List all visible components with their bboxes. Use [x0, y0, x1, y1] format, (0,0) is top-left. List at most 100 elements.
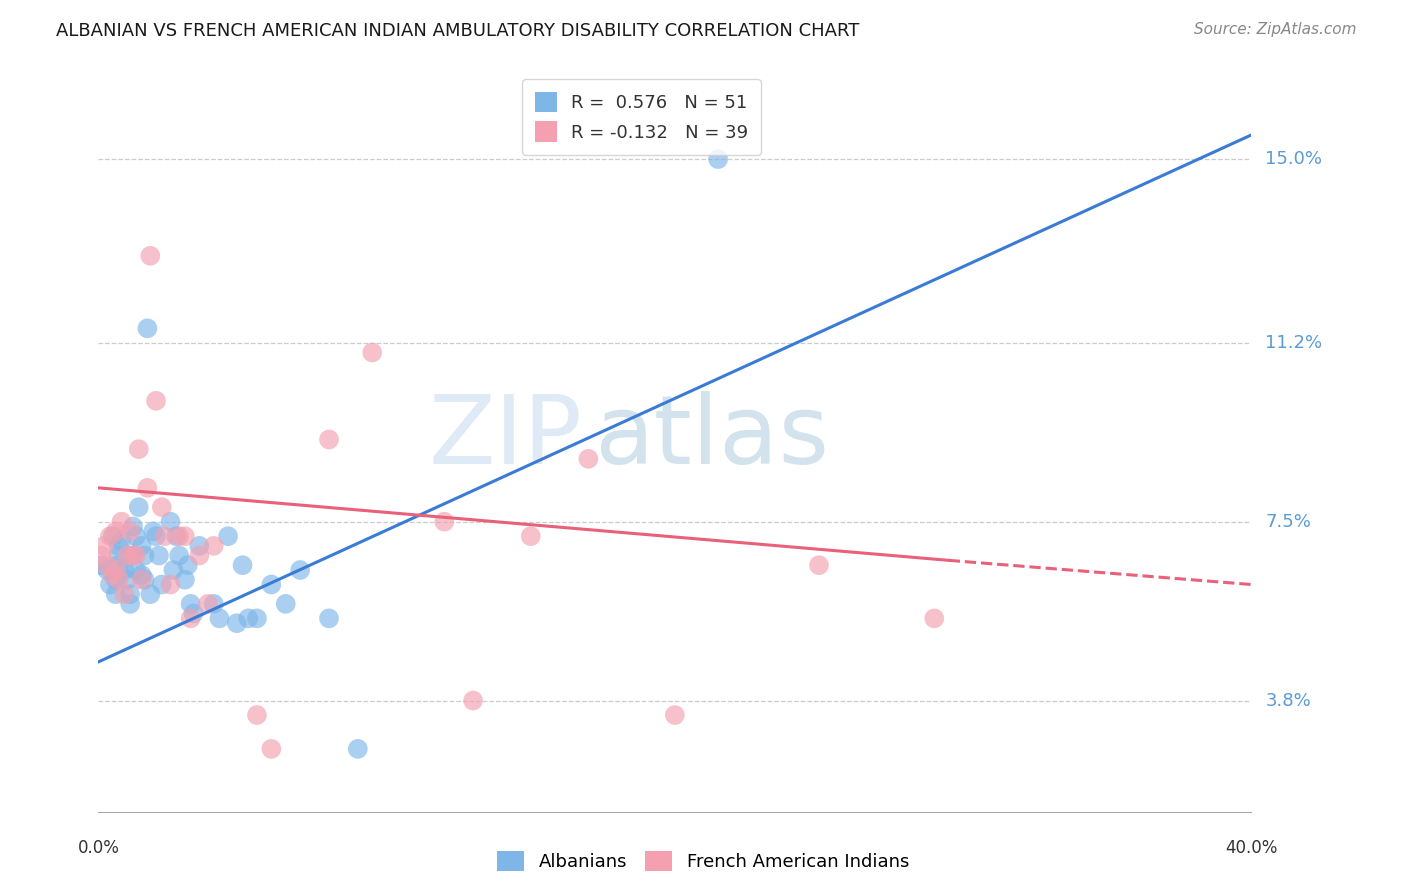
- Point: [231, 558, 254, 573]
- Point: [202, 539, 225, 553]
- Point: [260, 742, 283, 756]
- Point: [128, 500, 150, 515]
- Point: [134, 573, 156, 587]
- Point: [120, 597, 142, 611]
- Text: 40.0%: 40.0%: [1225, 839, 1278, 857]
- Point: [318, 433, 340, 447]
- Point: [165, 529, 187, 543]
- Point: [128, 442, 150, 457]
- Point: [122, 549, 145, 563]
- Point: [290, 563, 312, 577]
- Point: [145, 393, 167, 408]
- Point: [134, 549, 156, 563]
- Point: [361, 345, 384, 359]
- Point: [139, 249, 162, 263]
- Point: [110, 534, 132, 549]
- Point: [520, 529, 543, 543]
- Point: [707, 152, 730, 166]
- Point: [202, 597, 225, 611]
- Text: ZIP: ZIP: [429, 391, 582, 483]
- Point: [180, 611, 202, 625]
- Point: [274, 597, 297, 611]
- Text: 0.0%: 0.0%: [77, 839, 120, 857]
- Point: [112, 587, 135, 601]
- Point: [107, 549, 129, 563]
- Point: [90, 558, 112, 573]
- Text: 3.8%: 3.8%: [1265, 691, 1310, 709]
- Point: [104, 563, 127, 577]
- Point: [461, 693, 484, 707]
- Point: [208, 611, 231, 625]
- Point: [183, 607, 205, 621]
- Point: [117, 573, 139, 587]
- Point: [120, 524, 142, 539]
- Point: [131, 567, 153, 582]
- Point: [318, 611, 340, 625]
- Point: [167, 529, 190, 543]
- Point: [98, 529, 121, 543]
- Point: [101, 529, 124, 543]
- Point: [177, 558, 200, 573]
- Point: [101, 567, 124, 582]
- Point: [96, 558, 118, 573]
- Point: [112, 563, 135, 577]
- Point: [125, 563, 148, 577]
- Point: [107, 573, 129, 587]
- Point: [346, 742, 368, 756]
- Point: [107, 558, 129, 573]
- Text: 7.5%: 7.5%: [1265, 513, 1312, 531]
- Point: [117, 549, 139, 563]
- Point: [238, 611, 260, 625]
- Point: [246, 708, 269, 723]
- Point: [174, 573, 197, 587]
- Point: [188, 549, 211, 563]
- Point: [145, 529, 167, 543]
- Point: [107, 539, 129, 553]
- Point: [122, 549, 145, 563]
- Point: [924, 611, 946, 625]
- Point: [174, 529, 197, 543]
- Legend: R =  0.576   N = 51, R = -0.132   N = 39: R = 0.576 N = 51, R = -0.132 N = 39: [523, 79, 761, 155]
- Point: [148, 549, 170, 563]
- Point: [808, 558, 831, 573]
- Point: [180, 597, 202, 611]
- Point: [150, 577, 173, 591]
- Text: Source: ZipAtlas.com: Source: ZipAtlas.com: [1194, 22, 1357, 37]
- Point: [159, 515, 181, 529]
- Point: [122, 519, 145, 533]
- Point: [433, 515, 456, 529]
- Point: [136, 321, 159, 335]
- Point: [104, 524, 127, 539]
- Point: [153, 529, 176, 543]
- Text: ALBANIAN VS FRENCH AMERICAN INDIAN AMBULATORY DISABILITY CORRELATION CHART: ALBANIAN VS FRENCH AMERICAN INDIAN AMBUL…: [56, 22, 859, 40]
- Point: [260, 577, 283, 591]
- Point: [578, 451, 600, 466]
- Point: [246, 611, 269, 625]
- Point: [110, 515, 132, 529]
- Point: [197, 597, 219, 611]
- Text: 11.2%: 11.2%: [1265, 334, 1323, 351]
- Point: [150, 500, 173, 515]
- Point: [125, 549, 148, 563]
- Point: [131, 539, 153, 553]
- Point: [167, 549, 190, 563]
- Legend: Albanians, French American Indians: Albanians, French American Indians: [489, 844, 917, 879]
- Text: 15.0%: 15.0%: [1265, 150, 1322, 168]
- Point: [139, 587, 162, 601]
- Point: [188, 539, 211, 553]
- Point: [104, 587, 127, 601]
- Point: [159, 577, 181, 591]
- Point: [142, 524, 165, 539]
- Point: [664, 708, 686, 723]
- Point: [120, 587, 142, 601]
- Point: [104, 573, 127, 587]
- Point: [225, 616, 247, 631]
- Text: atlas: atlas: [595, 391, 830, 483]
- Point: [98, 577, 121, 591]
- Point: [131, 573, 153, 587]
- Point: [90, 549, 112, 563]
- Point: [162, 563, 184, 577]
- Point: [217, 529, 239, 543]
- Point: [136, 481, 159, 495]
- Point: [96, 563, 118, 577]
